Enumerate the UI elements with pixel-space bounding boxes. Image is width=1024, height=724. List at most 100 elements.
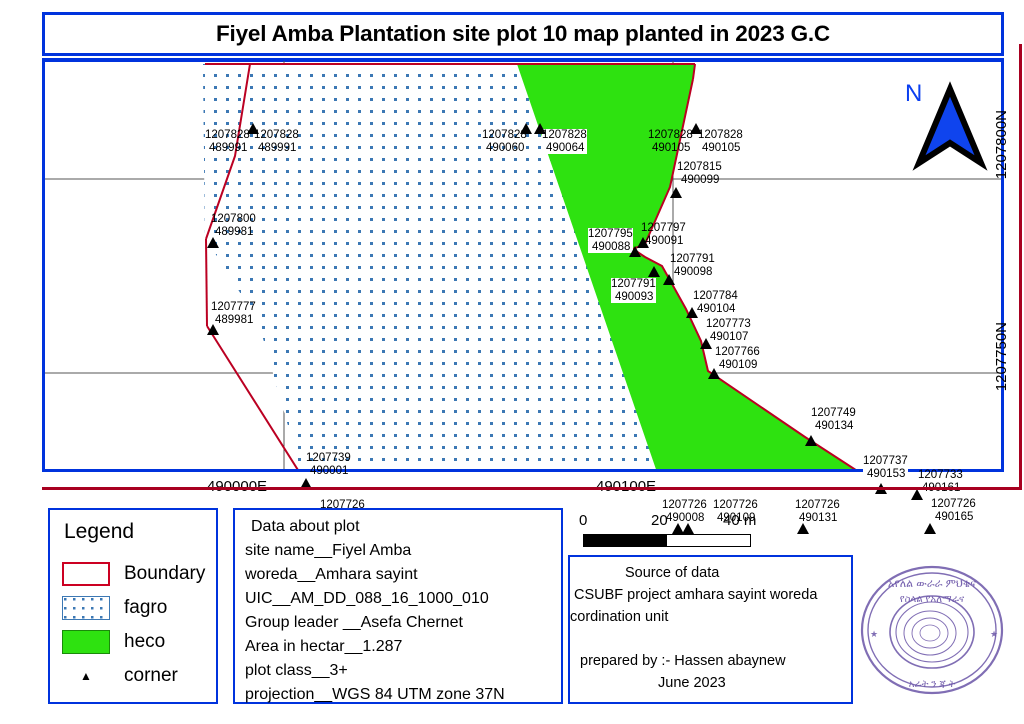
corner-point-label: 1207737 490153 xyxy=(863,455,908,480)
corner-marker-icon xyxy=(690,123,702,134)
corner-easting: 490099 xyxy=(681,173,720,186)
scale-bar-graphic xyxy=(583,534,751,547)
corner-northing: 1207828 xyxy=(648,129,693,141)
corner-easting: 490091 xyxy=(645,234,684,247)
corner-point-label: 1207773 490107 xyxy=(706,318,751,343)
corner-marker-icon xyxy=(686,307,698,318)
map-canvas[interactable] xyxy=(45,61,1001,469)
corner-northing: 1207737 xyxy=(863,455,908,467)
corner-northing: 1207784 xyxy=(693,290,738,302)
corner-easting: 490134 xyxy=(815,419,854,432)
corner-marker-icon xyxy=(670,187,682,198)
corner-easting: 490088 xyxy=(592,240,631,253)
corner-northing: 1207726 xyxy=(713,499,758,511)
corner-easting: 489991 xyxy=(258,141,297,154)
fagro-swatch-icon xyxy=(62,596,110,620)
corner-point-label: 1207791 490098 xyxy=(670,253,715,278)
corner-marker-icon xyxy=(805,435,817,446)
corner-point-label: 1207795 490088 xyxy=(588,228,633,253)
scale-tick-0: 0 xyxy=(579,512,588,529)
corner-easting: 490093 xyxy=(615,290,654,303)
legend-item-fagro[interactable]: fagro xyxy=(62,596,167,620)
source-line-2: cordination unit xyxy=(570,609,669,625)
corner-point-label: 1207828 489991 xyxy=(254,129,299,154)
plot-data-line: woreda__Amhara sayint xyxy=(245,566,418,583)
north-arrow-label: N xyxy=(905,80,923,107)
plot-data-line: UIC__AM_DD_088_16_1000_010 xyxy=(245,590,489,607)
corner-easting: 490107 xyxy=(710,330,749,343)
svg-text:አየለል ውራራ ምህቄና: አየለል ውራራ ምህቄና xyxy=(888,578,976,590)
corner-northing: 1207795 xyxy=(588,228,633,240)
corner-marker-icon xyxy=(672,523,684,534)
corner-easting: 490001 xyxy=(310,464,349,477)
corner-easting: 489991 xyxy=(209,141,248,154)
legend-title: Legend xyxy=(64,520,135,543)
corner-northing: 1207777 xyxy=(211,301,256,313)
corner-northing: 1207828 xyxy=(254,129,299,141)
corner-easting: 490105 xyxy=(702,141,741,154)
svg-text:የስላል የአለማራና: የስላል የአለማራና xyxy=(900,594,965,605)
corner-easting: 490109 xyxy=(717,511,756,524)
divider-red-horizontal xyxy=(42,487,1022,490)
corner-point-label: 1207726 490109 xyxy=(713,499,758,524)
plot-data-line: plot class__3+ xyxy=(245,662,348,679)
corner-point-label: 1207828 490105 xyxy=(698,129,743,154)
corner-easting: 489981 xyxy=(215,225,254,238)
source-line-1: CSUBF project amhara sayint woreda xyxy=(574,587,818,603)
legend-item-label: corner xyxy=(124,665,178,686)
plot-data-heading: Data about plot xyxy=(251,518,360,535)
svg-text:★: ★ xyxy=(990,629,998,639)
legend-item-heco[interactable]: heco xyxy=(62,630,165,654)
corner-northing: 1207815 xyxy=(677,161,722,173)
legend-item-boundary[interactable]: Boundary xyxy=(62,562,205,586)
corner-northing: 1207726 xyxy=(662,499,707,511)
plot-data-line: site name__Fiyel Amba xyxy=(245,542,412,559)
corner-marker-icon xyxy=(534,123,546,134)
corner-marker-icon xyxy=(700,338,712,349)
corner-marker-icon xyxy=(911,489,923,500)
prepared-by-line: prepared by :- Hassen abaynew xyxy=(580,653,786,669)
axis-label-x-right: 490100E xyxy=(596,478,656,495)
corner-northing: 1207739 xyxy=(306,452,351,464)
svg-text:★: ★ xyxy=(870,629,878,639)
corner-point-label: 1207815 490099 xyxy=(677,161,722,186)
axis-label-y-bottom: 1207750N xyxy=(993,322,1010,392)
corner-triangle-icon: ▲ xyxy=(80,669,92,683)
map-vector-layer xyxy=(45,61,1001,469)
legend-item-corner[interactable]: ▲ corner xyxy=(62,665,178,687)
corner-point-label: 1207828 490064 xyxy=(542,129,587,154)
source-heading: Source of data xyxy=(625,565,720,581)
corner-easting: 490105 xyxy=(652,141,691,154)
corner-point-label: 1207726 490131 xyxy=(795,499,840,524)
corner-point-label: 1207726 490165 xyxy=(931,498,976,523)
corner-northing: 1207726 xyxy=(931,498,976,510)
corner-easting: 490153 xyxy=(867,467,906,480)
corner-point-label: 1207800 489981 xyxy=(211,213,256,238)
boundary-swatch-icon xyxy=(62,562,110,586)
corner-northing: 1207828 xyxy=(698,129,743,141)
corner-point-label: 1207784 490104 xyxy=(693,290,738,315)
prepared-date-line: June 2023 xyxy=(658,675,726,691)
corner-point-label: 1207733490161 xyxy=(918,469,963,494)
parcel-heco[interactable] xyxy=(517,64,925,469)
official-stamp-seal: አየለል ውራራ ምህቄና የስላል የአለማራና አራት ን ጃ ት ★ ★ xyxy=(860,565,1004,695)
plot-data-line: Group leader __Asefa Chernet xyxy=(245,614,463,631)
corner-northing: 1207773 xyxy=(706,318,751,330)
plot-data-panel: Data about plot site name__Fiyel Amba wo… xyxy=(233,508,563,704)
legend-item-label: heco xyxy=(124,631,166,652)
corner-northing: 1207733 xyxy=(918,469,963,481)
corner-easting: 490104 xyxy=(697,302,736,315)
corner-point-label: 1207777 489981 xyxy=(211,301,256,326)
corner-marker-icon xyxy=(207,237,219,248)
corner-northing: 1207726 xyxy=(795,499,840,511)
corner-point-label: 1207739 490001 xyxy=(306,452,351,477)
corner-marker-icon xyxy=(247,123,259,134)
page-title: Fiyel Amba Plantation site plot 10 map p… xyxy=(216,21,830,46)
corner-marker-icon xyxy=(682,523,694,534)
svg-text:አራት ን ጃ ት: አራት ን ጃ ት xyxy=(909,679,956,690)
corner-easting: 489981 xyxy=(215,313,254,326)
corner-marker-icon xyxy=(300,478,312,489)
corner-point-label: 1207791 490093 xyxy=(611,278,656,303)
